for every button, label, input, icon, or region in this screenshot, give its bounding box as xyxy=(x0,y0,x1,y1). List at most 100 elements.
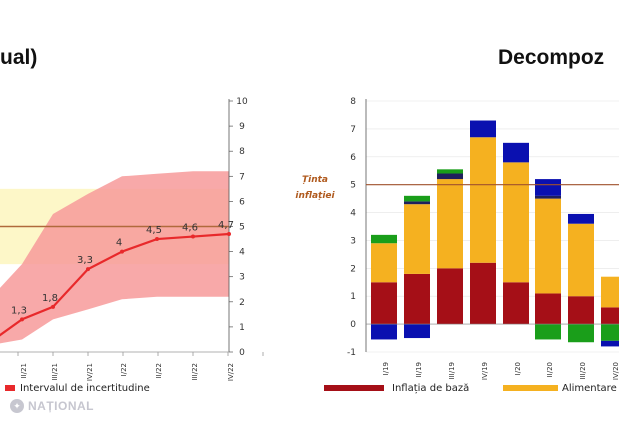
bar-segment xyxy=(601,307,619,325)
right-chart-title: Decompoz xyxy=(498,46,605,69)
bar-segment xyxy=(535,324,561,340)
right-x-tick-label: I/20 xyxy=(514,362,522,375)
bar-segment xyxy=(535,198,561,294)
left-y-tick-label: 5 xyxy=(239,223,245,233)
right-y-tick-labels: -1 0 1 2 3 4 5 6 7 8 xyxy=(347,97,356,358)
forecast-point-label: 1,3 xyxy=(11,305,27,316)
bar-segment xyxy=(503,142,529,163)
stacked-bars xyxy=(371,120,619,347)
left-y-tick-label: 3 xyxy=(239,273,245,283)
bar-segment xyxy=(535,179,561,196)
bar-segment xyxy=(437,179,463,269)
bar-segment xyxy=(371,282,397,325)
bar-segment xyxy=(404,324,430,339)
bar-segment xyxy=(437,268,463,325)
bar-segment xyxy=(371,324,397,340)
right-y-tick-label: 4 xyxy=(350,209,356,219)
right-x-tick-labels: I/19 II/19 III/19 IV/19 I/20 II/20 III/20 IV/20 xyxy=(382,362,619,380)
forecast-point xyxy=(227,232,231,237)
bar-segment xyxy=(568,213,594,224)
right-x-tick-label: III/19 xyxy=(448,362,456,379)
bar-segment xyxy=(470,137,496,263)
bar-segment xyxy=(371,243,397,283)
forecast-point xyxy=(20,317,24,322)
left-y-tick-label: 10 xyxy=(236,97,248,107)
left-x-tick-label: IV/22 xyxy=(227,363,235,381)
bar-segment xyxy=(437,173,463,180)
forecast-point-label: 4,6 xyxy=(182,223,198,234)
left-y-tick-label: 9 xyxy=(239,122,245,132)
left-y-tick-label: 0 xyxy=(239,348,245,358)
right-y-tick-label: -1 xyxy=(347,348,356,358)
forecast-line-group xyxy=(0,232,231,337)
bar-segment xyxy=(470,120,496,138)
left-x-tick-label: III/21 xyxy=(51,363,59,380)
bar-segment xyxy=(601,276,619,308)
right-x-tick-label: I/19 xyxy=(382,362,390,375)
right-x-tick-label: IV/20 xyxy=(612,362,619,380)
bar-segment xyxy=(535,293,561,325)
legend-swatch-uncertainty xyxy=(5,385,15,391)
forecast-point-label: 1,8 xyxy=(42,293,58,304)
legend-label-food: Alimentare xyxy=(562,383,617,394)
left-gridlines xyxy=(17,352,264,356)
left-y-tick-label: 7 xyxy=(239,172,245,182)
right-x-tick-label: II/20 xyxy=(546,362,554,377)
watermark-logo: ✦ NAȚIONAL xyxy=(10,399,94,413)
bar-segment xyxy=(437,169,463,174)
forecast-line xyxy=(0,232,230,337)
bar-segment xyxy=(404,204,430,274)
left-y-tick-label: 2 xyxy=(239,298,245,308)
left-y-tick-label: 6 xyxy=(239,197,245,207)
right-y-tick-label: 5 xyxy=(350,181,356,191)
left-x-tick-label: III/22 xyxy=(191,363,199,380)
forecast-point-label: 4,7 xyxy=(218,220,234,231)
bar-segment xyxy=(601,324,619,341)
bar-segment xyxy=(535,195,561,199)
forecast-point xyxy=(120,249,124,254)
left-chart-title: ual) xyxy=(0,46,38,69)
forecast-point xyxy=(155,237,159,242)
decomposition-chart: -1 0 1 2 3 4 5 6 7 8 Ținta inflației I/19 II/19 III… xyxy=(295,97,619,394)
bar-segment xyxy=(568,223,594,297)
target-label-line2: inflației xyxy=(295,191,335,201)
forecast-point-label: 3,3 xyxy=(77,255,93,266)
right-x-tick-label: III/20 xyxy=(579,362,587,379)
right-y-tick-label: 2 xyxy=(350,264,356,274)
legend-swatch-core-inflation xyxy=(324,385,384,391)
left-y-tick-label: 1 xyxy=(239,323,245,333)
right-y-tick-label: 3 xyxy=(350,236,356,246)
legend-label-uncertainty: Intervalul de incertitudine xyxy=(20,383,150,394)
left-x-tick-label: I/22 xyxy=(120,363,128,376)
forecast-point-labels: 1,3 1,8 3,3 4 4,5 4,6 4,7 xyxy=(11,220,234,316)
forecast-point xyxy=(191,234,195,239)
forecast-point xyxy=(51,304,55,309)
forecast-point xyxy=(86,267,90,272)
left-y-tick-label: 8 xyxy=(239,147,245,157)
bar-segment xyxy=(371,234,397,244)
bar-segment xyxy=(568,296,594,325)
target-label-line1: Ținta xyxy=(302,175,328,185)
right-y-tick-label: 6 xyxy=(350,153,356,163)
bar-segment xyxy=(601,340,619,347)
left-y-tick-label: 4 xyxy=(239,248,245,258)
right-x-tick-label: II/19 xyxy=(415,362,423,377)
bar-segment xyxy=(470,262,496,325)
forecast-point-label: 4,5 xyxy=(146,225,162,236)
right-x-tick-label: IV/19 xyxy=(481,362,489,380)
legend-swatch-food xyxy=(503,385,558,391)
right-y-tick-label: 8 xyxy=(350,97,356,107)
left-y-tick-labels: 0 1 2 3 4 5 6 7 8 9 10 xyxy=(229,97,248,358)
bar-segment xyxy=(404,273,430,325)
logo-icon: ✦ xyxy=(10,399,24,413)
legend-label-core-inflation: Inflația de bază xyxy=(392,383,469,394)
bar-segment xyxy=(503,282,529,325)
right-y-tick-label: 0 xyxy=(350,320,356,330)
logo-wordmark: NAȚIONAL xyxy=(28,399,94,413)
left-x-tick-label: II/21 xyxy=(20,363,28,378)
bar-segment xyxy=(404,195,430,202)
bar-segment xyxy=(404,201,430,205)
